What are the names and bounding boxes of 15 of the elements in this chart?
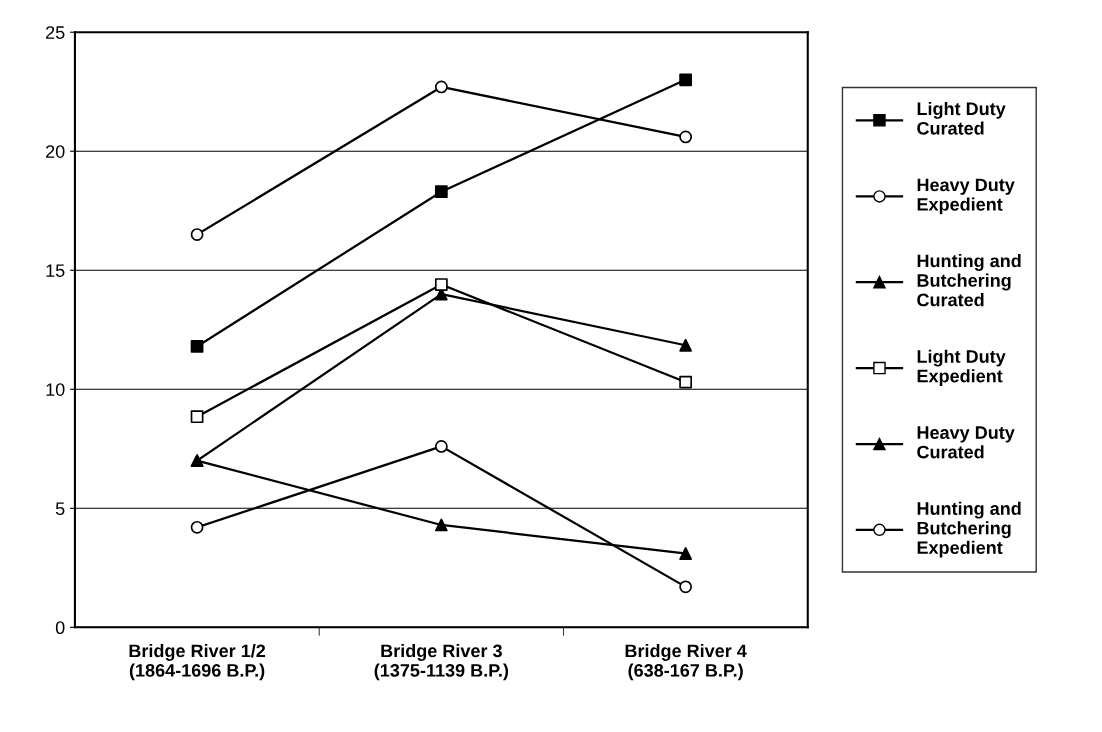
- y-tick-label: 25: [46, 26, 65, 39]
- y-tick-label: 5: [55, 502, 65, 516]
- legend-label: Hunting and Butchering Expedient: [917, 501, 1021, 558]
- y-tick-label: 10: [46, 383, 65, 396]
- legend-label: Light Duty Curated: [917, 101, 1006, 135]
- y-tick-label: 15: [46, 264, 65, 277]
- legend-label: Light Duty Expedient: [917, 349, 1006, 386]
- y-tick-label: 0: [55, 621, 65, 635]
- legend-label: Hunting and Butchering Curated: [917, 254, 1021, 307]
- x-tick-label: Bridge River 3 (1375-1139 B.P.): [374, 643, 509, 681]
- y-tick-label: 20: [46, 145, 65, 158]
- legend-label: Heavy Duty Curated: [917, 426, 1015, 459]
- x-tick-label: Bridge River 4 (638-167 B.P.): [625, 643, 747, 681]
- legend-label: Heavy Duty Expedient: [917, 178, 1015, 215]
- x-tick-label: Bridge River 1/2 (1864-1696 B.P.): [129, 643, 266, 681]
